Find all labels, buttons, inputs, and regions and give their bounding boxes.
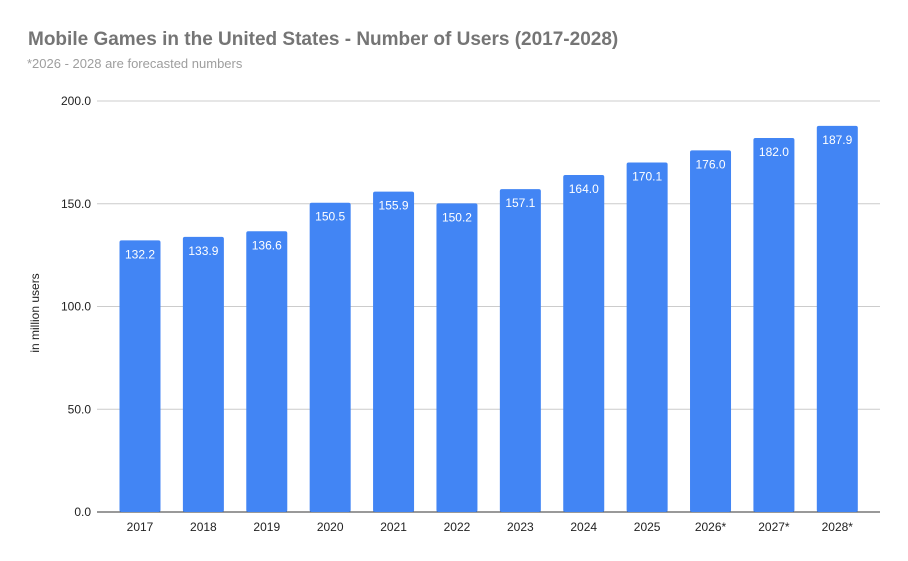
x-tick-label: 2019 [253,520,280,534]
data-label: 150.5 [315,210,345,224]
bar-2023[interactable] [499,189,541,513]
x-tick-label: 2023 [507,520,534,534]
x-tick-label: 2020 [317,520,344,534]
data-label: 187.9 [822,133,852,147]
x-tick-label: 2027* [758,520,790,534]
y-tick-label: 100.0 [61,300,91,314]
data-label: 132.2 [125,247,155,261]
bar-2026*[interactable] [690,150,732,512]
data-label: 136.6 [252,238,282,252]
y-tick-label: 50.0 [68,402,92,416]
x-tick-label: 2024 [570,520,597,534]
y-axis-label: in million users [28,273,42,352]
x-tick-label: 2021 [380,520,407,534]
bar-2024[interactable] [563,174,605,513]
x-tick-label: 2017 [127,520,154,534]
data-label: 176.0 [696,157,726,171]
chart-title: Mobile Games in the United States - Numb… [28,29,619,50]
bar-2028*[interactable] [816,125,858,512]
bar-2021[interactable] [373,191,415,513]
y-tick-label: 150.0 [61,197,91,211]
x-tick-label: 2028* [822,520,854,534]
x-tick-label: 2025 [634,520,661,534]
bar-2025[interactable] [626,162,668,512]
bar-2019[interactable] [246,231,288,513]
data-label: 170.1 [632,169,662,183]
chart-subtitle: *2026 - 2028 are forecasted numbers [27,56,243,71]
bar-2017[interactable] [119,240,161,513]
y-tick-label: 0.0 [74,505,91,519]
data-label: 182.0 [759,145,789,159]
bar-2018[interactable] [182,236,224,512]
data-label: 157.1 [505,196,535,210]
x-tick-label: 2026* [695,520,727,534]
bar-2027*[interactable] [753,137,795,513]
bar-2020[interactable] [309,202,351,512]
data-label: 133.9 [188,244,218,258]
data-label: 150.2 [442,210,472,224]
x-tick-label: 2022 [444,520,471,534]
data-label: 155.9 [379,199,409,213]
x-tick-label: 2018 [190,520,217,534]
bar-2022[interactable] [436,203,478,513]
data-label: 164.0 [569,182,599,196]
y-tick-label: 200.0 [61,94,91,108]
